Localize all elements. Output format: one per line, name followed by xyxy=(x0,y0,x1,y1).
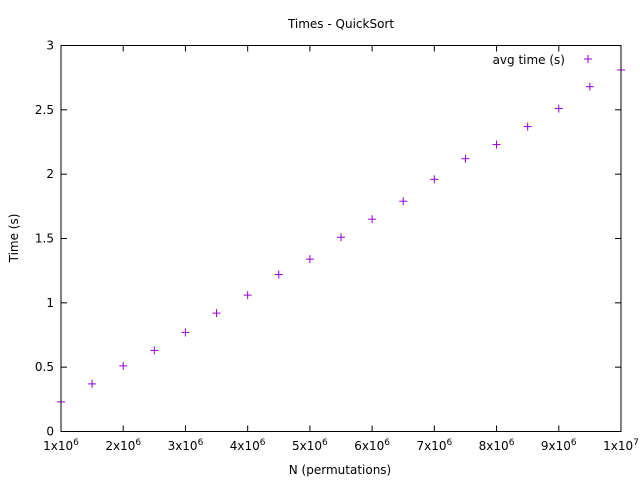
x-tick-label: 7x106 xyxy=(416,438,452,453)
data-point xyxy=(337,233,345,242)
y-tick-label: 3 xyxy=(46,39,54,53)
data-point xyxy=(399,197,408,206)
legend: avg time (s) xyxy=(493,53,592,67)
x-tick-label-exponent: 6 xyxy=(73,438,79,448)
data-point xyxy=(492,140,501,149)
x-tick-label-exponent: 6 xyxy=(135,438,141,448)
x-tick-label-exponent: 6 xyxy=(322,438,328,448)
x-tick-label-base: 1x10 xyxy=(603,439,633,453)
y-tick-label: 1 xyxy=(46,296,54,310)
x-tick-label-exponent: 6 xyxy=(446,438,452,448)
y-tick-label: 0 xyxy=(46,425,54,439)
data-points xyxy=(57,65,625,406)
x-tick-label: 5x106 xyxy=(292,438,328,453)
data-point xyxy=(305,255,314,264)
x-tick-label-base: 6x10 xyxy=(354,439,384,453)
x-tick-label-exponent: 6 xyxy=(260,438,266,448)
data-point xyxy=(523,122,532,131)
data-point xyxy=(430,175,439,184)
x-tick-label: 8x106 xyxy=(479,438,515,453)
x-tick-label-base: 2x10 xyxy=(105,439,135,453)
x-tick-label-base: 3x10 xyxy=(168,439,198,453)
x-tick-label-exponent: 6 xyxy=(384,438,390,448)
x-axis-label: N (permutations) xyxy=(289,463,391,477)
x-tick-label-base: 7x10 xyxy=(416,439,446,453)
x-tick-label-exponent: 6 xyxy=(509,438,515,448)
x-tick-label-base: 9x10 xyxy=(541,439,571,453)
x-tick-label: 3x106 xyxy=(168,438,204,453)
x-tick-label: 6x106 xyxy=(354,438,390,453)
legend-marker-symbol xyxy=(584,55,592,63)
x-tick-label: 1x106 xyxy=(43,438,79,453)
data-point xyxy=(274,270,283,279)
data-point xyxy=(119,361,128,370)
y-tick-label: 0.5 xyxy=(35,360,54,374)
x-tick-label: 2x106 xyxy=(105,438,141,453)
data-point xyxy=(461,154,470,163)
x-tick-label-exponent: 6 xyxy=(198,438,204,448)
y-tick-label: 1.5 xyxy=(35,232,54,246)
data-point xyxy=(212,309,221,318)
x-tick-label-exponent: 6 xyxy=(571,438,577,448)
x-tick-label: 9x106 xyxy=(541,438,577,453)
x-tick-label: 4x106 xyxy=(230,438,266,453)
legend-marker xyxy=(584,55,592,63)
x-tick-label-exponent: 7 xyxy=(633,438,639,448)
axis-ticks: 1x106 2x106 3x106 4x106 5x106 6x106 7x106 8x106… xyxy=(35,39,639,454)
legend-label: avg time (s) xyxy=(493,53,565,67)
data-point xyxy=(585,82,594,91)
x-tick-label-base: 4x10 xyxy=(230,439,260,453)
y-tick-label: 2.5 xyxy=(35,103,54,117)
x-tick-label: 1x107 xyxy=(603,438,639,453)
data-point xyxy=(554,104,563,113)
y-tick-label: 2 xyxy=(46,167,54,181)
data-point xyxy=(150,346,159,355)
data-point xyxy=(243,291,252,300)
y-axis-label: Time (s) xyxy=(7,214,21,264)
plot-frame xyxy=(60,45,622,432)
data-point xyxy=(181,328,190,337)
chart-title: Times - QuickSort xyxy=(287,17,394,31)
x-tick-label-base: 5x10 xyxy=(292,439,322,453)
data-point xyxy=(368,215,377,224)
x-tick-label-base: 8x10 xyxy=(479,439,509,453)
x-tick-label-base: 1x10 xyxy=(43,439,73,453)
data-point xyxy=(88,379,97,388)
